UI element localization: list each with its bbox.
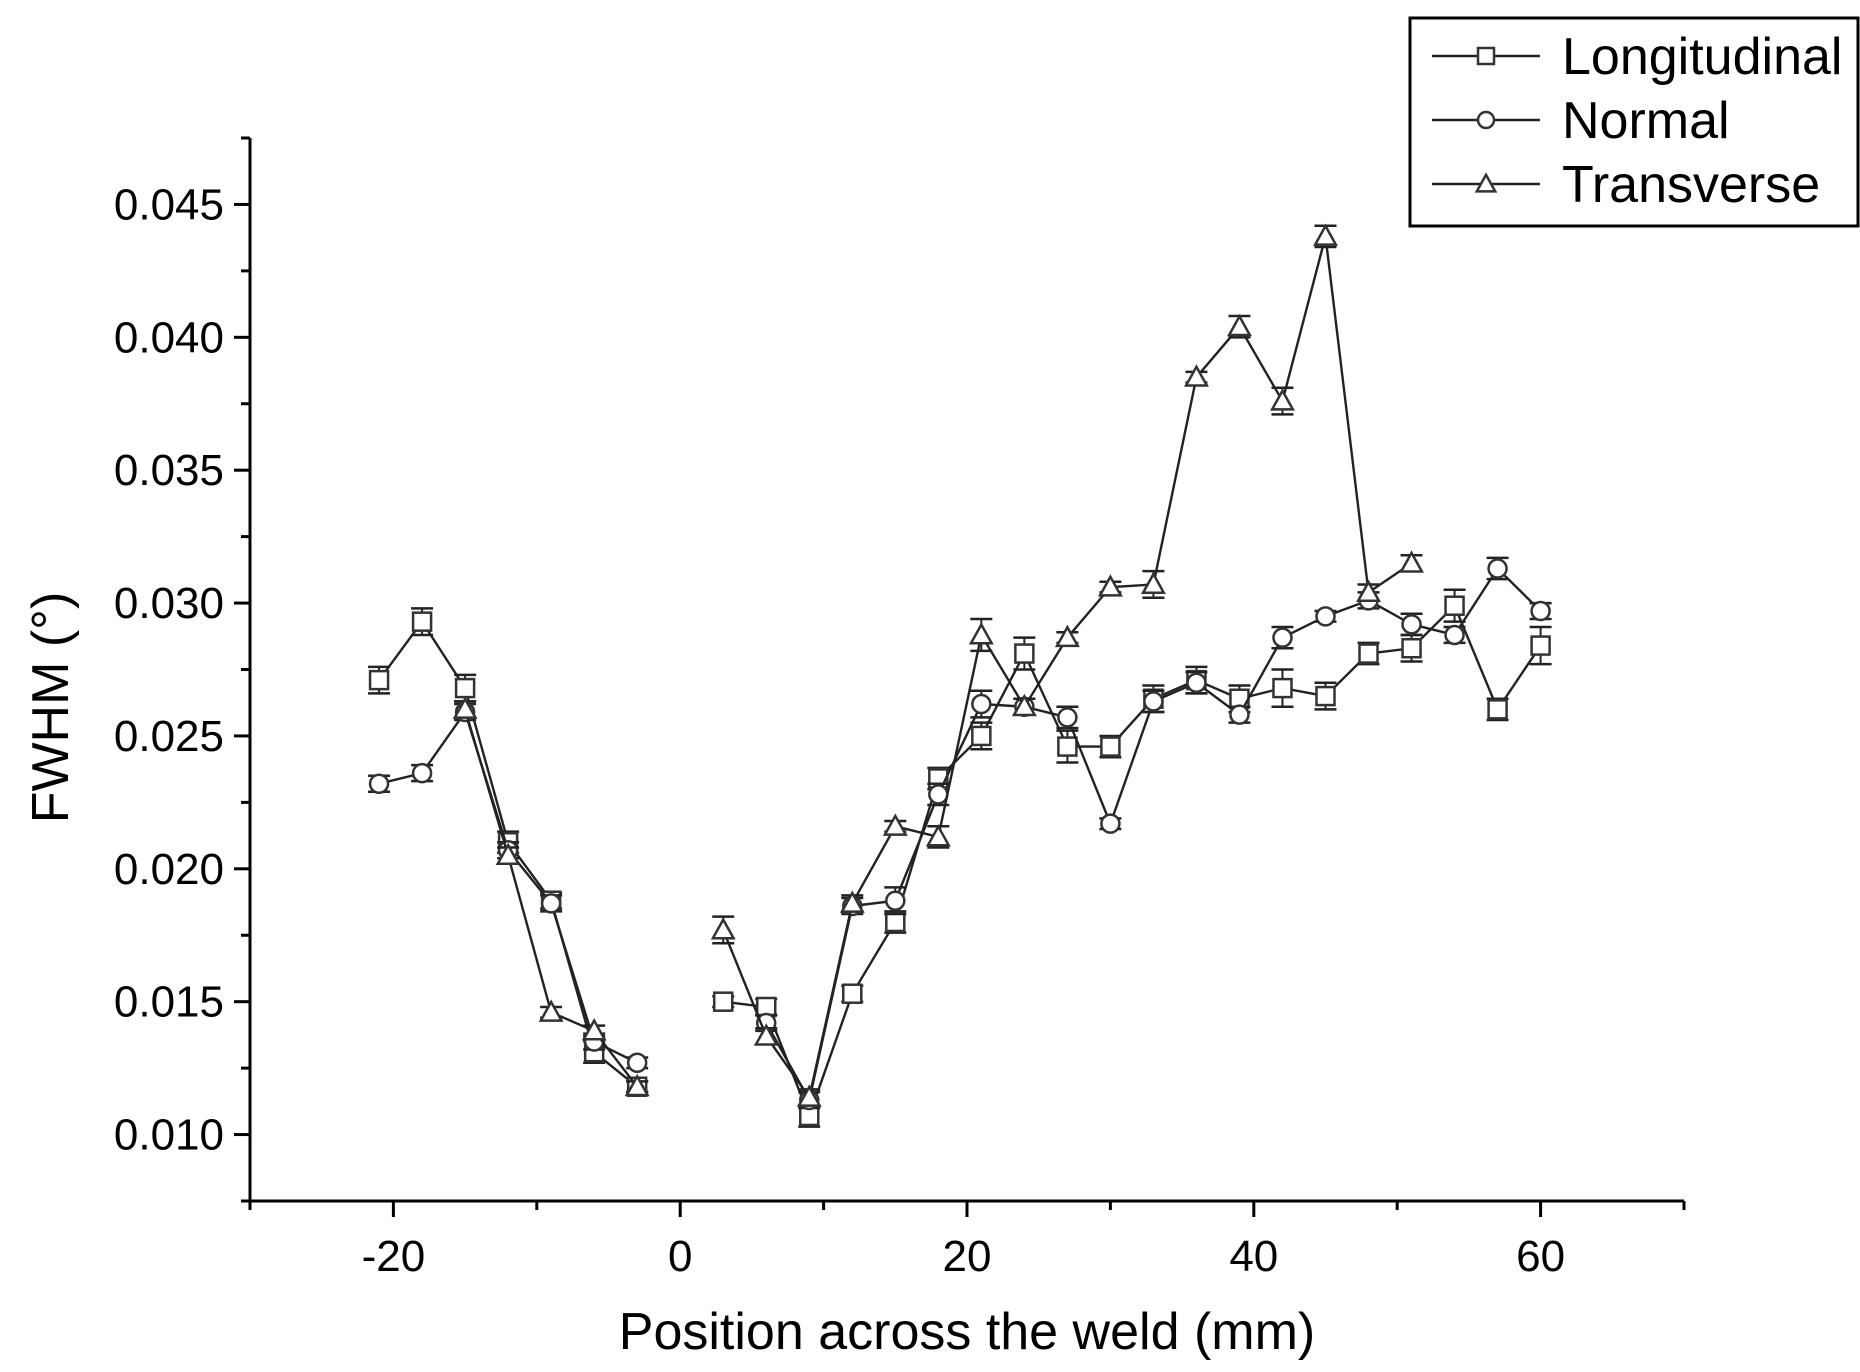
series-transverse xyxy=(452,223,1425,1107)
square-marker xyxy=(1530,635,1551,656)
legend-label: Normal xyxy=(1562,92,1730,150)
triangle-marker xyxy=(710,917,736,940)
square-marker xyxy=(971,725,992,747)
circle-marker xyxy=(1401,614,1422,635)
y-tick-label: 0.025 xyxy=(114,712,224,761)
triangle-marker xyxy=(1474,172,1498,193)
circle-marker xyxy=(411,762,433,784)
triangle-marker xyxy=(1011,693,1037,717)
series-line xyxy=(723,603,1542,1120)
square-marker xyxy=(368,669,390,691)
triangle-marker xyxy=(581,1017,607,1041)
square-marker xyxy=(1057,736,1078,757)
square-marker xyxy=(1444,595,1465,616)
triangle-marker xyxy=(925,823,951,847)
circle-marker xyxy=(885,890,906,911)
series-normal xyxy=(368,556,1552,1111)
circle-marker xyxy=(1444,624,1465,646)
circle-marker xyxy=(1186,672,1207,694)
square-marker xyxy=(1014,643,1035,664)
square-marker xyxy=(411,611,433,632)
legend-label: Transverse xyxy=(1562,156,1820,214)
y-tick-label: 0.020 xyxy=(114,845,224,894)
x-axis-title: Position across the weld (mm) xyxy=(619,1303,1315,1361)
y-tick-label: 0.015 xyxy=(114,978,224,1027)
square-marker xyxy=(842,983,863,1004)
square-marker xyxy=(1476,46,1496,66)
legend-label: Longitudinal xyxy=(1562,28,1842,86)
square-marker xyxy=(1315,685,1336,707)
circle-marker xyxy=(971,693,992,715)
square-marker xyxy=(885,911,906,933)
x-tick-label: 0 xyxy=(668,1232,692,1281)
circle-marker xyxy=(1487,558,1508,579)
circle-marker xyxy=(1143,691,1164,712)
triangle-marker xyxy=(796,1084,822,1107)
x-tick-label: -20 xyxy=(362,1232,426,1281)
triangle-marker xyxy=(882,813,908,836)
x-tick-label: 60 xyxy=(1516,1232,1565,1281)
y-tick-label: 0.030 xyxy=(114,579,224,628)
triangle-marker xyxy=(839,890,865,913)
circle-marker xyxy=(540,893,562,914)
series-layer xyxy=(368,223,1552,1128)
triangle-marker xyxy=(1097,574,1123,597)
legend-item-longitudinal: Longitudinal xyxy=(1432,28,1842,86)
y-tick-label: 0.040 xyxy=(114,313,224,362)
circle-marker xyxy=(1315,606,1336,627)
circle-marker xyxy=(1530,600,1551,622)
y-tick-label: 0.035 xyxy=(114,446,224,495)
y-axis-title: FWHM (°) xyxy=(22,592,80,824)
triangle-marker xyxy=(1054,624,1080,648)
circle-marker xyxy=(368,773,390,795)
triangle-marker xyxy=(1140,571,1166,594)
circle-marker xyxy=(626,1052,648,1074)
x-tick-label: 40 xyxy=(1229,1232,1278,1281)
square-marker xyxy=(1401,637,1422,659)
legend-item-normal: Normal xyxy=(1432,92,1730,150)
legend: Longitudinal Normal Transverse xyxy=(1408,16,1860,228)
ticks: -20 0 20 40 60 0.010 0.015 0.020 0.025 0.030 0.035… xyxy=(114,136,1686,1281)
triangle-marker xyxy=(968,622,994,645)
legend-item-transverse: Transverse xyxy=(1432,156,1820,214)
triangle-marker xyxy=(1356,579,1381,602)
square-marker xyxy=(1100,736,1121,757)
square-marker xyxy=(1272,677,1293,699)
triangle-marker xyxy=(495,842,521,866)
triangle-marker xyxy=(624,1073,650,1097)
square-marker xyxy=(454,677,476,699)
square-marker xyxy=(1358,643,1379,664)
triangle-marker xyxy=(452,696,478,719)
circle-marker xyxy=(1476,110,1496,130)
series-line xyxy=(722,236,1413,1101)
triangle-marker xyxy=(538,999,564,1022)
triangle-marker xyxy=(753,1023,779,1046)
circle-marker xyxy=(1100,813,1121,834)
triangle-marker xyxy=(1226,313,1252,337)
x-tick-label: 20 xyxy=(943,1232,992,1281)
circle-marker xyxy=(928,784,949,805)
series-line xyxy=(765,566,1542,1104)
circle-marker xyxy=(1229,704,1250,725)
square-marker xyxy=(712,991,734,1012)
axes xyxy=(248,138,1684,1203)
series-longitudinal xyxy=(368,588,1552,1128)
y-tick-label: 0.045 xyxy=(114,180,224,229)
triangle-marker xyxy=(1183,364,1209,387)
y-tick-label: 0.010 xyxy=(114,1111,224,1160)
circle-marker xyxy=(1057,707,1078,728)
triangle-marker xyxy=(1313,223,1338,246)
square-marker xyxy=(1487,699,1508,720)
triangle-marker xyxy=(1270,388,1295,411)
circle-marker xyxy=(1272,627,1293,648)
triangle-marker xyxy=(1399,550,1425,573)
